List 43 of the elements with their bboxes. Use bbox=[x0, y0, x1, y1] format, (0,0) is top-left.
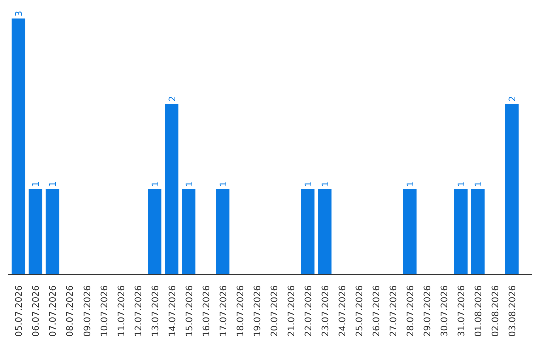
x-tick-label: 09.07.2026 bbox=[83, 285, 94, 338]
x-tick-label: 25.07.2026 bbox=[355, 285, 366, 338]
x-tick-label: 02.08.2026 bbox=[492, 285, 502, 338]
x-tick-label: 13.07.2026 bbox=[151, 285, 162, 338]
data-label: 3 bbox=[15, 10, 26, 17]
x-tick-label: 06.07.2026 bbox=[32, 285, 42, 338]
data-label: 1 bbox=[49, 182, 60, 188]
data-label: 2 bbox=[168, 96, 178, 102]
x-tick-label: 19.07.2026 bbox=[253, 285, 264, 338]
data-label: 1 bbox=[321, 182, 332, 188]
x-tick-label: 14.07.2026 bbox=[168, 285, 178, 338]
x-tick-label: 29.07.2026 bbox=[424, 285, 434, 338]
data-label: 1 bbox=[304, 182, 314, 188]
x-tick-label: 18.07.2026 bbox=[236, 285, 246, 338]
x-tick-label: 21.07.2026 bbox=[287, 285, 298, 338]
x-tick-label: 31.07.2026 bbox=[458, 285, 468, 338]
x-tick-label: 26.07.2026 bbox=[372, 285, 382, 338]
x-tick-label: 28.07.2026 bbox=[406, 285, 417, 338]
data-label: 1 bbox=[458, 182, 468, 188]
x-tick-label: 27.07.2026 bbox=[389, 285, 400, 338]
x-tick-label: 12.07.2026 bbox=[134, 285, 144, 338]
x-tick-label: 24.07.2026 bbox=[338, 285, 348, 338]
x-tick-label: 03.08.2026 bbox=[508, 285, 519, 338]
x-tick-label: 22.07.2026 bbox=[304, 285, 314, 338]
x-tick-label: 16.07.2026 bbox=[202, 285, 212, 338]
x-tick-label: 17.07.2026 bbox=[219, 285, 230, 338]
data-label: 1 bbox=[185, 182, 196, 188]
x-tick-label: 08.07.2026 bbox=[66, 285, 76, 338]
x-tick-label: 05.07.2026 bbox=[15, 285, 26, 338]
data-label: 1 bbox=[474, 182, 485, 188]
data-label: 2 bbox=[508, 96, 519, 102]
data-label: 1 bbox=[219, 182, 230, 188]
x-tick-label: 15.07.2026 bbox=[185, 285, 196, 338]
x-tick-label: 07.07.2026 bbox=[49, 285, 60, 338]
data-label: 1 bbox=[32, 182, 42, 188]
x-tick-label: 01.08.2026 bbox=[474, 285, 485, 338]
x-tick-label: 23.07.2026 bbox=[321, 285, 332, 338]
x-tick-label: 20.07.2026 bbox=[270, 285, 280, 338]
data-label: 1 bbox=[406, 182, 417, 188]
x-tick-label: 11.07.2026 bbox=[117, 285, 128, 338]
x-tick-label: 10.07.2026 bbox=[100, 285, 110, 338]
x-tick-label: 30.07.2026 bbox=[440, 285, 451, 338]
data-label: 1 bbox=[151, 182, 162, 188]
